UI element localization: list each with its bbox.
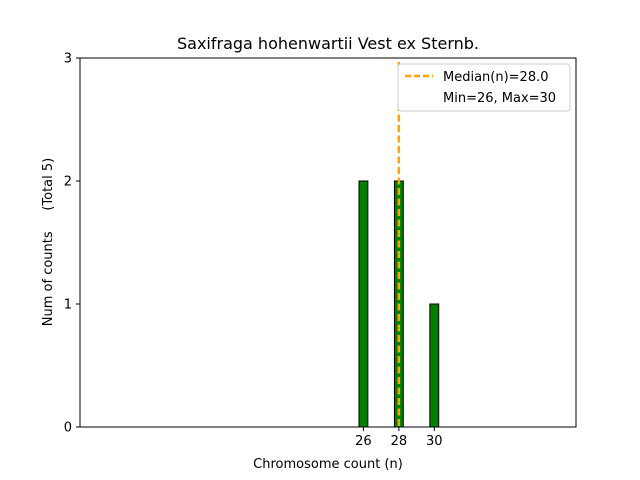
legend-minmax-label: Min=26, Max=30 xyxy=(443,91,556,106)
y-axis-ticks: 0 1 2 3 xyxy=(64,52,80,436)
x-axis-label: Chromosome count (n) xyxy=(253,457,403,472)
x-axis-ticks: 26 28 30 xyxy=(355,427,443,449)
chart-title: Saxifraga hohenwartii Vest ex Sternb. xyxy=(177,34,479,53)
y-axis-label: Num of counts (Total 5) xyxy=(41,158,56,326)
x-tick-label-28: 28 xyxy=(391,434,408,449)
plot-frame xyxy=(79,57,577,428)
bar-26 xyxy=(358,180,369,428)
legend: Median(n)=28.0 Min=26, Max=30 xyxy=(397,63,571,112)
bars-group xyxy=(292,180,461,428)
y-tick-label-2: 2 xyxy=(64,175,72,190)
x-tick-label-26: 26 xyxy=(355,434,372,449)
legend-box xyxy=(397,63,571,112)
x-tick-label-30: 30 xyxy=(426,434,443,449)
legend-median-label: Median(n)=28.0 xyxy=(443,70,549,85)
y-tick-label-0: 0 xyxy=(64,421,72,436)
y-tick-label-3: 3 xyxy=(64,52,72,67)
bar-30 xyxy=(429,303,440,428)
y-tick-label-1: 1 xyxy=(64,298,72,313)
